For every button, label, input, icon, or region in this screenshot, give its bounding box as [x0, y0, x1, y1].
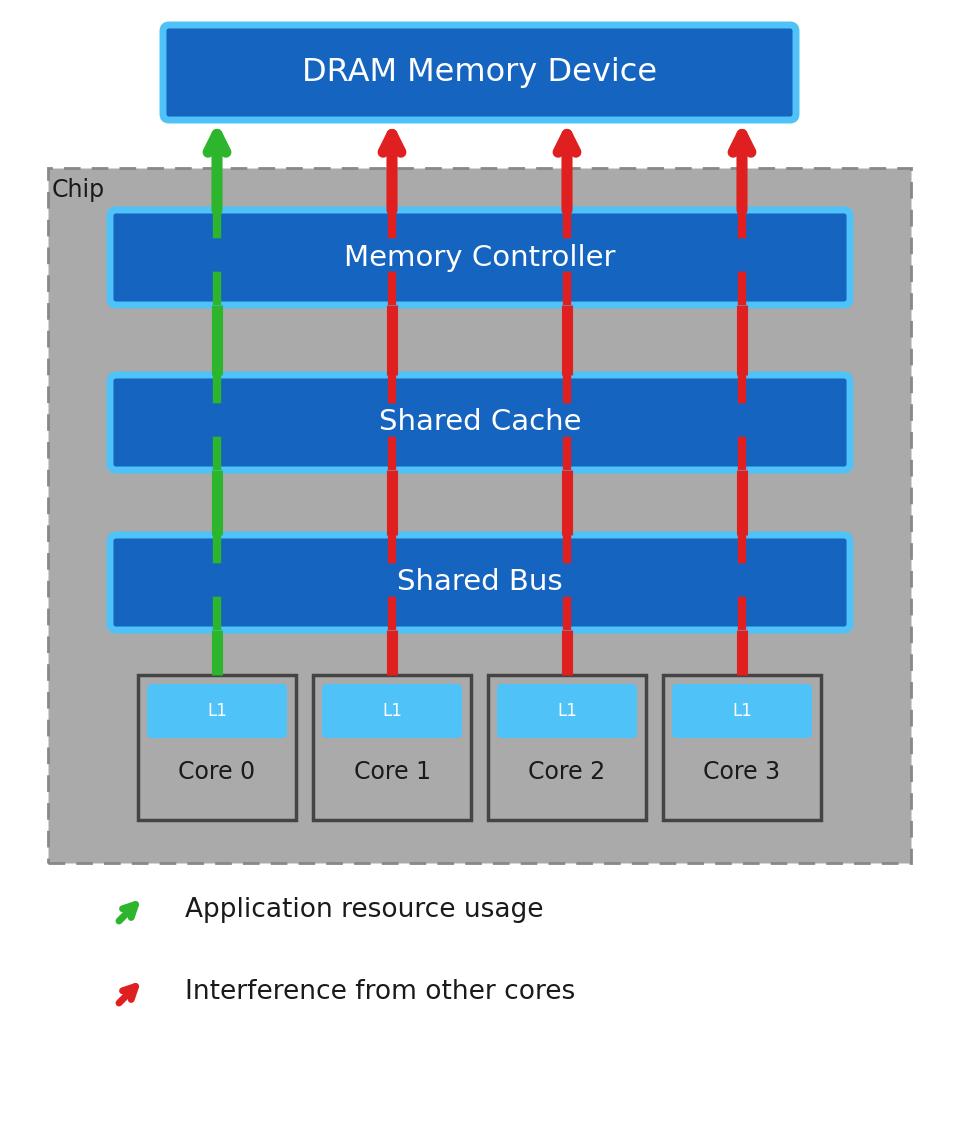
FancyBboxPatch shape — [110, 210, 850, 305]
Text: Shared Bus: Shared Bus — [397, 568, 563, 596]
FancyBboxPatch shape — [110, 375, 850, 469]
Text: L1: L1 — [732, 702, 752, 720]
Text: Interference from other cores: Interference from other cores — [185, 979, 575, 1005]
Bar — [313, 675, 471, 820]
FancyBboxPatch shape — [498, 685, 636, 737]
FancyBboxPatch shape — [323, 685, 461, 737]
Text: Core 0: Core 0 — [178, 760, 255, 784]
Text: L1: L1 — [382, 702, 402, 720]
Text: Chip: Chip — [52, 178, 105, 202]
Bar — [138, 675, 296, 820]
Bar — [48, 168, 911, 863]
Text: L1: L1 — [557, 702, 577, 720]
FancyBboxPatch shape — [148, 685, 286, 737]
FancyBboxPatch shape — [673, 685, 811, 737]
Text: Application resource usage: Application resource usage — [185, 897, 544, 923]
Text: Memory Controller: Memory Controller — [344, 244, 616, 271]
FancyBboxPatch shape — [163, 25, 796, 120]
Bar — [663, 675, 821, 820]
Text: Core 1: Core 1 — [354, 760, 431, 784]
Bar — [488, 675, 646, 820]
Text: Shared Cache: Shared Cache — [379, 408, 581, 437]
FancyBboxPatch shape — [110, 535, 850, 631]
Text: L1: L1 — [207, 702, 227, 720]
Text: DRAM Memory Device: DRAM Memory Device — [302, 57, 657, 88]
Text: Core 2: Core 2 — [528, 760, 605, 784]
Text: Core 3: Core 3 — [704, 760, 781, 784]
